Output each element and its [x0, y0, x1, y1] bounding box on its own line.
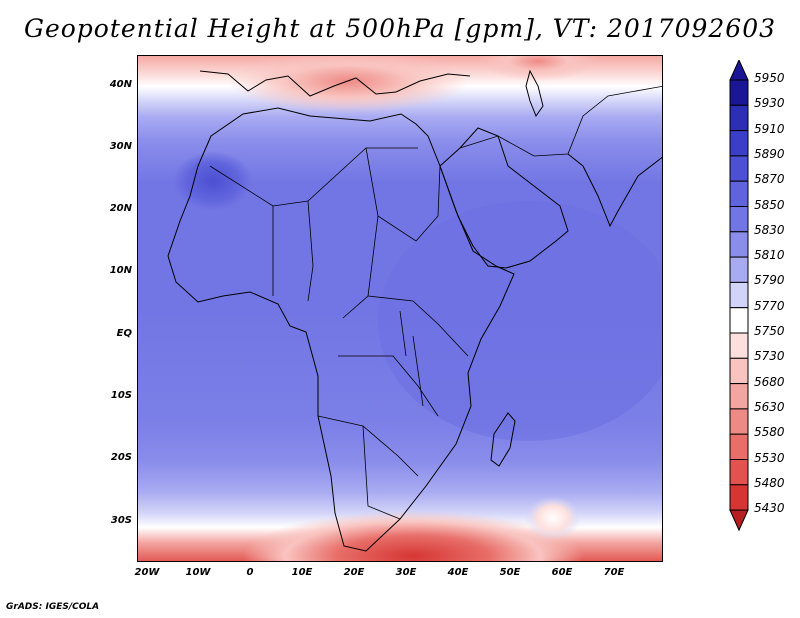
- rift-lakes: [412, 335, 424, 407]
- lon-tick-label: 60E: [551, 567, 573, 578]
- colorbar-box: [729, 256, 749, 283]
- colorbar-level-label: 5580: [754, 425, 785, 440]
- colorbar-level-label: 5530: [754, 450, 785, 465]
- colorbar-level-label: 5810: [754, 248, 785, 263]
- colorbar-box: [729, 484, 749, 511]
- southern-africa-border: [338, 355, 439, 417]
- caspian-ridge: [478, 56, 598, 81]
- colorbar-level-label: 5770: [754, 298, 785, 313]
- lon-tick-label: 20E: [343, 567, 365, 578]
- colorbar-level-label: 5480: [754, 475, 785, 490]
- lat-tick-label: EQ: [116, 328, 132, 339]
- colorbar-level-label: 5850: [754, 197, 785, 212]
- colorbar-box: [729, 206, 749, 233]
- colorbar-level-label: 5680: [754, 374, 785, 389]
- colorbar-level-label: 5870: [754, 172, 785, 187]
- colorbar-box: [729, 130, 749, 157]
- southern-trough: [243, 511, 583, 561]
- lon-tick-label: 10W: [185, 567, 211, 578]
- colorbar-box: [729, 281, 749, 309]
- colorbar-bottom-arrow: [729, 509, 749, 532]
- colorbar-box: [729, 155, 749, 182]
- arabia-coastline: [439, 127, 569, 269]
- sahara-high-cell: [173, 151, 253, 211]
- madagascar-coastline: [490, 412, 516, 467]
- lat-tick-label: 20S: [110, 452, 132, 463]
- lat-tick-label: 20N: [109, 203, 132, 214]
- colorbar-level-label: 5830: [754, 222, 785, 237]
- lat-tick-label: 40N: [109, 79, 132, 90]
- colorbar-level-label: 5950: [754, 71, 785, 85]
- lat-tick-label: 10N: [109, 265, 132, 276]
- colorbar-level-label: 5930: [754, 96, 785, 111]
- colorbar-level-label: 5430: [754, 501, 785, 516]
- angola-namibia-border: [317, 415, 419, 477]
- indian-ocean-cell: [525, 496, 581, 540]
- colorbar-box: [729, 408, 749, 435]
- coastlines: [167, 69, 662, 552]
- colorbar-boxes: [729, 60, 749, 532]
- lat-tick-label: 30S: [110, 515, 132, 526]
- botswana-border: [362, 425, 401, 520]
- lon-tick-label: 10E: [291, 567, 313, 578]
- colorbar-box: [729, 383, 749, 410]
- country-borders: [209, 85, 662, 520]
- mediterranean-ridge: [228, 56, 468, 113]
- colorbar-level-label: 5750: [754, 324, 785, 338]
- niger-chad-border: [307, 200, 314, 302]
- colorbar-level-label: 5630: [754, 399, 785, 414]
- geopotential-field: [138, 56, 662, 561]
- sudan-border: [365, 147, 441, 242]
- chart-title: Geopotential Height at 500hPa [gpm], VT:…: [23, 14, 777, 43]
- lon-tick-label: 20W: [134, 567, 160, 578]
- colorbar-top-arrow: [729, 60, 749, 81]
- colorbar-box: [729, 459, 749, 486]
- map-panel: [137, 55, 663, 562]
- middle-east-border: [459, 135, 569, 157]
- colorbar-box: [729, 357, 749, 385]
- colorbar-box: [729, 332, 749, 359]
- southern-europe-coastline: [199, 70, 471, 97]
- colorbar-box: [729, 79, 749, 106]
- lon-tick-label: 30E: [395, 567, 417, 578]
- lake-victoria-border: [399, 310, 407, 357]
- colorbar-box: [729, 307, 749, 334]
- lon-tick-label: 40E: [447, 567, 469, 578]
- colorbar-level-label: 5790: [754, 273, 785, 288]
- central-asia-border: [567, 85, 662, 155]
- lat-tick-label: 10S: [110, 390, 132, 401]
- credit-text: GrADS: IGES/COLA: [6, 602, 100, 612]
- lat-tick-label: 30N: [109, 141, 132, 152]
- lon-tick-label: 50E: [499, 567, 521, 578]
- colorbar-box: [729, 433, 749, 461]
- colorbar-level-label: 5910: [754, 121, 785, 136]
- colorbar-box: [729, 180, 749, 207]
- indian-ocean-band: [378, 201, 662, 441]
- colorbar: [729, 60, 749, 532]
- colorbar-box: [729, 231, 749, 258]
- lon-tick-label: 70E: [603, 567, 625, 578]
- india-coastline: [567, 153, 662, 228]
- colorbar-level-label: 5730: [754, 349, 785, 364]
- colorbar-box: [729, 104, 749, 132]
- caspian-coastline: [525, 69, 544, 118]
- lon-tick-label: 0: [246, 567, 254, 578]
- colorbar-level-label: 5890: [754, 146, 785, 161]
- east-africa-border: [367, 295, 469, 357]
- africa-coastline: [167, 107, 515, 552]
